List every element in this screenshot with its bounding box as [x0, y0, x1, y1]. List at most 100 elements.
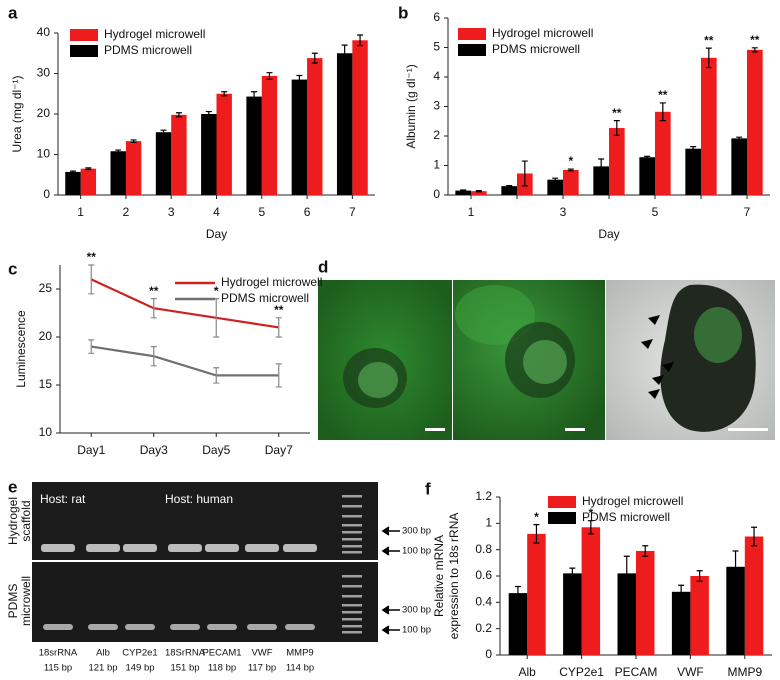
bar	[671, 591, 691, 655]
y-tick-label: 10	[37, 147, 51, 161]
error-bar	[736, 136, 743, 141]
x-tick-label: Day1	[77, 443, 105, 457]
error-bar	[150, 346, 157, 367]
bar	[701, 57, 717, 196]
marker-label: 300 bp	[402, 526, 431, 537]
band	[285, 624, 315, 630]
x-tick-label: 7	[349, 205, 356, 219]
y-tick-label: 0	[433, 187, 440, 201]
x-tick-label: 3	[168, 205, 175, 219]
lane-label: 121 bp	[88, 663, 117, 674]
bar	[639, 157, 655, 195]
error-bar	[311, 52, 318, 64]
x-tick-label: 1	[468, 205, 475, 219]
x-tick-label: 5	[258, 205, 265, 219]
bar	[744, 536, 764, 655]
legend-swatch	[548, 496, 576, 508]
band	[86, 544, 120, 552]
error-bar	[266, 72, 273, 80]
ladder-band	[342, 625, 362, 628]
x-tick-label: 7	[744, 205, 751, 219]
marker-label: 100 bp	[402, 625, 431, 636]
error-bar	[598, 158, 605, 175]
gel-panel: e Host: rat Host: human Hydrogel scaffol…	[6, 477, 431, 642]
error-bar	[357, 34, 364, 47]
significance: **	[704, 33, 714, 47]
lane-label: 18SrRNA	[165, 648, 206, 659]
bar	[685, 148, 701, 195]
bar	[246, 96, 262, 195]
x-tick-label: PECAM	[615, 665, 658, 679]
band	[168, 544, 202, 552]
x-tick-label: MMP9	[727, 665, 762, 679]
panel-label: b	[398, 3, 408, 22]
error-bar	[567, 168, 574, 172]
legend-label: Hydrogel microwell	[492, 26, 593, 40]
error-bar	[460, 189, 467, 192]
cell-cluster	[343, 348, 407, 408]
y-tick-label: 6	[433, 10, 440, 24]
y-tick-label: 2	[433, 128, 440, 142]
significance: **	[750, 33, 760, 47]
panel-label: e	[8, 477, 17, 496]
row-label: PDMS	[6, 584, 20, 619]
bar	[581, 527, 601, 655]
error-bar	[251, 91, 258, 103]
bar	[352, 40, 368, 195]
bar	[508, 593, 528, 655]
error-bar	[275, 363, 282, 388]
cell-cluster	[358, 362, 398, 398]
lane-label: 115 bp	[44, 663, 72, 674]
bar	[547, 179, 563, 195]
y-tick-label: 20	[39, 329, 53, 343]
y-tick-label: 4	[433, 69, 440, 83]
error-bar	[88, 264, 95, 295]
y-axis-label: Relative mRNA	[432, 535, 446, 617]
y-axis-label: Luminescence	[14, 310, 28, 388]
bar	[455, 190, 471, 195]
bar	[125, 141, 142, 195]
bar	[336, 53, 353, 195]
scale-bar	[425, 428, 445, 431]
significance: *	[214, 284, 219, 298]
bar	[726, 566, 745, 655]
error-bar	[69, 170, 76, 174]
band	[245, 544, 279, 552]
x-tick-label: Alb	[519, 665, 537, 679]
error-bar	[678, 584, 685, 599]
significance: *	[589, 506, 594, 520]
legend-label: PDMS microwell	[221, 291, 309, 305]
lane-label: 117 bp	[248, 663, 276, 674]
band	[123, 544, 157, 552]
error-bar	[85, 167, 92, 171]
bar	[216, 93, 232, 195]
error-bar	[341, 44, 348, 62]
bar	[731, 138, 747, 195]
ladder-band	[342, 575, 362, 578]
band	[41, 544, 75, 552]
x-tick-label: 4	[213, 205, 220, 219]
band	[88, 624, 118, 630]
bar	[563, 169, 579, 195]
bands	[41, 495, 362, 634]
host-label: Host: rat	[40, 492, 86, 506]
ladder-band	[342, 531, 362, 534]
y-tick-label: 1.2	[475, 489, 492, 503]
error-bar	[696, 570, 703, 582]
x-tick-label: VWF	[677, 665, 704, 679]
error-bar	[642, 545, 649, 557]
x-axis-label: Day	[206, 227, 227, 241]
y-tick-label: 40	[37, 25, 51, 39]
ladder-band	[342, 495, 362, 498]
error-bar	[150, 298, 157, 319]
error-bar	[130, 139, 137, 143]
lane-label: MMP9	[286, 648, 313, 659]
legend-label: PDMS microwell	[582, 510, 670, 524]
error-bar	[115, 149, 122, 154]
error-bar	[521, 160, 528, 187]
error-bar	[552, 177, 559, 182]
y-axis-label: Urea (mg dl⁻¹)	[10, 75, 24, 152]
error-bar	[751, 47, 758, 53]
panel-label: c	[8, 259, 17, 278]
x-tick-label: CYP2e1	[559, 665, 604, 679]
